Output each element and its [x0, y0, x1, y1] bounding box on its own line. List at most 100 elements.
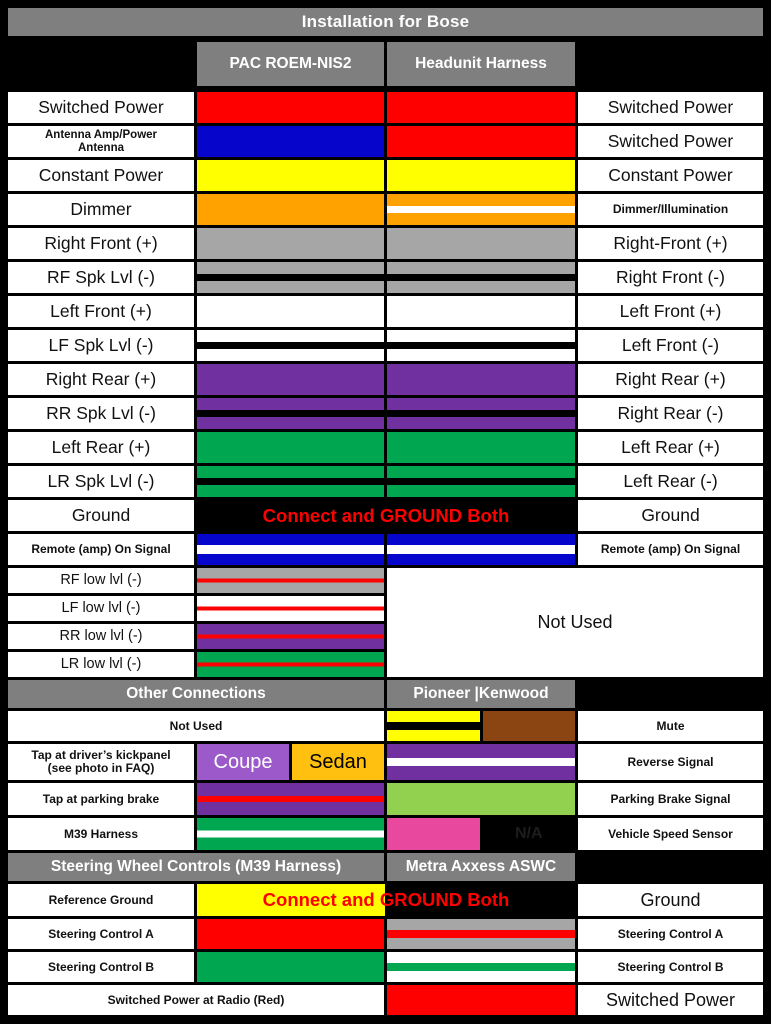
wire-label-right: Right Rear (-): [578, 398, 763, 429]
wire-row: Right Rear (+) Right Rear (+): [8, 364, 763, 395]
column-header-headunit: Headunit Harness: [387, 42, 575, 86]
headunit-wire-swatch: [387, 398, 575, 429]
wire-label-left: RR Spk Lvl (-): [8, 398, 194, 429]
headunit-wire-swatch: [482, 711, 575, 741]
wire-label-left: LF Spk Lvl (-): [8, 330, 194, 361]
chart-title: Installation for Bose: [8, 8, 763, 36]
wire-label-left: M39 Harness: [8, 818, 194, 850]
wire-label-right: Steering Control A: [578, 919, 763, 949]
wire-label-right: Right Rear (+): [578, 364, 763, 395]
wire-row: Switched Power Switched Power: [8, 92, 763, 123]
wire-row: Antenna Amp/Power Antenna Switched Power: [8, 126, 763, 157]
column-header-metra-aswc: Metra Axxess ASWC: [387, 853, 575, 881]
wire-row: Right Front (+) Right-Front (+): [8, 228, 763, 259]
wire-row: Remote (amp) On Signal Remote (amp) On S…: [8, 534, 763, 565]
pac-wire-swatch: [197, 432, 384, 463]
pac-wire-swatch: [197, 624, 384, 649]
wire-label-right: Left Rear (+): [578, 432, 763, 463]
headunit-wire-swatch: [387, 744, 575, 780]
wire-label-right: Left Front (+): [578, 296, 763, 327]
pac-wire-swatch: [197, 330, 384, 361]
section-header-swc: Steering Wheel Controls (M39 Harness): [8, 853, 384, 881]
connect-ground-text: Connect and GROUND Both: [262, 889, 510, 910]
spacer: [578, 680, 763, 708]
headunit-wire-swatch: [387, 92, 575, 123]
pac-wire-swatch: [197, 534, 384, 565]
wire-row: RR Spk Lvl (-) Right Rear (-): [8, 398, 763, 429]
wire-row: Left Front (+) Left Front (+): [8, 296, 763, 327]
pac-wire-swatch: [197, 262, 384, 293]
wire-row: Not Used Mute: [8, 711, 763, 741]
section-header-row: Steering Wheel Controls (M39 Harness) Me…: [8, 853, 763, 881]
wire-row: Tap at parking brake Parking Brake Signa…: [8, 783, 763, 815]
pac-wire-swatch: [197, 126, 384, 157]
headunit-wire-swatch: [387, 262, 575, 293]
wire-label-left: Ground: [8, 500, 194, 531]
reference-ground-row: Reference Ground Connect and GROUND Both…: [8, 884, 763, 916]
pac-wire-swatch: [197, 194, 384, 225]
pac-wire-swatch: [197, 952, 384, 982]
coupe-cell: Coupe: [197, 744, 289, 780]
wire-label-left: Switched Power at Radio (Red): [8, 985, 384, 1015]
wire-label-right: Mute: [578, 711, 763, 741]
pac-split-swatch: Coupe Sedan: [197, 744, 384, 780]
wire-label-left: Remote (amp) On Signal: [8, 534, 194, 565]
wire-row: Dimmer Dimmer/Illumination: [8, 194, 763, 225]
pac-wire-swatch: [197, 919, 384, 949]
pac-wire-swatch: [197, 160, 384, 191]
wire-label-left: Constant Power: [8, 160, 194, 191]
wire-label-right: Vehicle Speed Sensor: [578, 818, 763, 850]
wire-label-right: Switched Power: [578, 126, 763, 157]
wire-label-left: Left Front (+): [8, 296, 194, 327]
wire-label-left: LR low lvl (-): [8, 652, 194, 677]
wire-label-right: Ground: [578, 500, 763, 531]
wire-label-right: Switched Power: [578, 985, 763, 1015]
headunit-wire-swatch: [387, 160, 575, 191]
headunit-wire-swatch: [387, 952, 575, 982]
column-header-row: PAC ROEM-NIS2 Headunit Harness: [8, 39, 763, 89]
headunit-wire-swatch: [387, 432, 575, 463]
pac-wire-swatch: [197, 296, 384, 327]
wire-label-left: Steering Control B: [8, 952, 194, 982]
wire-label-left: RR low lvl (-): [8, 624, 194, 649]
headunit-wire-swatch: [387, 296, 575, 327]
wire-row: Tap at driver’s kickpanel (see photo in …: [8, 744, 763, 780]
headunit-wire-swatch: [387, 985, 575, 1015]
headunit-split-swatch: N/A: [387, 818, 575, 850]
wire-label-right: Parking Brake Signal: [578, 783, 763, 815]
headunit-wire-swatch: [387, 330, 575, 361]
wire-label-left: Reference Ground: [8, 884, 194, 916]
pac-wire-swatch: [197, 466, 384, 497]
wire-row: LR Spk Lvl (-) Left Rear (-): [8, 466, 763, 497]
column-header-pac: PAC ROEM-NIS2: [197, 42, 384, 86]
wire-label-left: Steering Control A: [8, 919, 194, 949]
wire-row: Constant Power Constant Power: [8, 160, 763, 191]
column-header-pioneer-kenwood: Pioneer |Kenwood: [387, 680, 575, 708]
headunit-wire-swatch: [387, 126, 575, 157]
wire-label-right: Remote (amp) On Signal: [578, 534, 763, 565]
wire-row: RF Spk Lvl (-) Right Front (-): [8, 262, 763, 293]
headunit-wire-swatch: [387, 783, 575, 815]
wire-label-line: Antenna Amp/Power: [44, 129, 158, 142]
spacer: [8, 39, 194, 89]
pac-wire-swatch: [197, 92, 384, 123]
pac-wire-swatch: [197, 398, 384, 429]
wire-label-right: Reverse Signal: [578, 744, 763, 780]
pac-wire-swatch: [197, 596, 384, 621]
pac-wire-swatch: [197, 228, 384, 259]
na-cell: N/A: [482, 818, 575, 850]
wire-label-right: Right Front (-): [578, 262, 763, 293]
wire-label-line: Antenna: [78, 141, 124, 154]
headunit-wire-swatch: [387, 194, 575, 225]
spacer: [578, 853, 763, 881]
wire-row: Switched Power at Radio (Red) Switched P…: [8, 985, 763, 1015]
wire-label-right: Left Front (-): [578, 330, 763, 361]
wire-label-left: Dimmer: [8, 194, 194, 225]
wire-label-left: Tap at driver’s kickpanel (see photo in …: [8, 744, 194, 780]
wire-label-left: LR Spk Lvl (-): [8, 466, 194, 497]
pac-wire-swatch: [197, 652, 384, 677]
wire-label-left: Tap at parking brake: [8, 783, 194, 815]
pac-wire-swatch: [197, 783, 384, 815]
wire-label-left: RF Spk Lvl (-): [8, 262, 194, 293]
